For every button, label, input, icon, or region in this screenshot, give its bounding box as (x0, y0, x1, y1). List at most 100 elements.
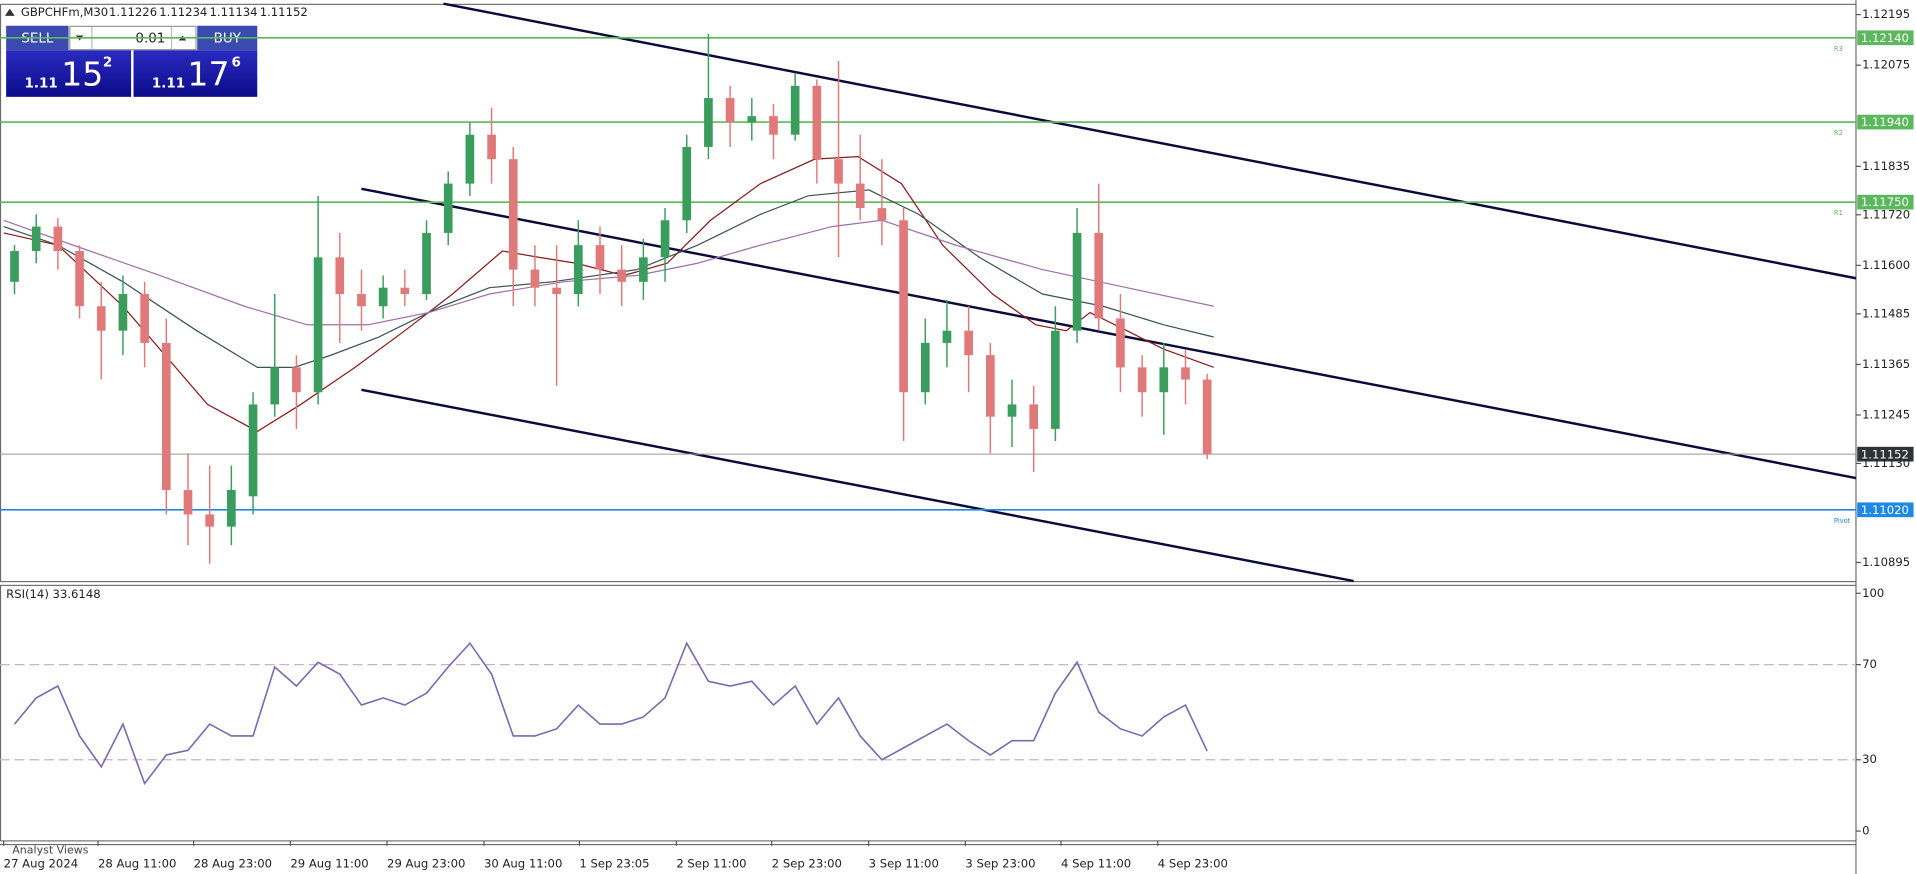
candle-body (1181, 367, 1190, 380)
trend-line (361, 388, 1354, 583)
y-tick-label: 1.11130 (1862, 456, 1910, 470)
collapse-icon[interactable] (4, 8, 15, 16)
x-tick-label: 3 Sep 23:00 (965, 857, 1035, 871)
last-price-label: 1.11152 (1861, 447, 1909, 461)
ask-box[interactable] (133, 50, 258, 97)
candle-body (769, 116, 778, 135)
candle-body (118, 294, 128, 331)
footer-tab[interactable]: Analyst Views (12, 844, 89, 857)
y-tick-label: 70 (1862, 657, 1877, 671)
symbol: GBPCHFm,M30 (21, 5, 108, 19)
level-tag (1857, 30, 1914, 46)
x-tick-label: 27 Aug 2024 (4, 857, 78, 871)
candle-body (1094, 232, 1104, 319)
candle-body (508, 159, 518, 270)
rsi-title: RSI(14) 33.6148 (6, 587, 100, 601)
trend-line (361, 187, 1857, 480)
last-price-tag (1857, 446, 1914, 462)
candle-body (205, 514, 215, 527)
level-label: 1.12140 (1861, 31, 1909, 45)
candle-body (1007, 404, 1017, 417)
candle-body (1116, 318, 1125, 368)
candle-body (552, 287, 561, 295)
y-tick-label: 1.11835 (1862, 159, 1910, 173)
y-tick-label: 1.11720 (1862, 207, 1910, 221)
y-tick-label: 1.12075 (1862, 58, 1910, 72)
x-tick-label: 4 Sep 11:00 (1061, 857, 1131, 871)
candle-body (834, 159, 843, 184)
ask-big: 1.11 (152, 75, 185, 91)
candle-body (812, 85, 822, 160)
candle-body (465, 134, 475, 184)
candle-body (1051, 330, 1060, 429)
candle-body (855, 183, 865, 209)
candle-body (942, 330, 952, 343)
x-tick-label: 30 Aug 11:00 (484, 857, 562, 871)
candle-body (96, 306, 106, 331)
candle-body (877, 208, 887, 221)
x-tick-label: 29 Aug 23:00 (387, 857, 465, 871)
candle-body (313, 257, 323, 393)
level-label: 1.11940 (1861, 115, 1909, 129)
candle-body (487, 134, 496, 160)
rsi-line (13, 641, 1208, 786)
candle-body (725, 98, 735, 123)
candle-body (292, 367, 301, 393)
candle-body (75, 251, 84, 307)
y-tick-label: 100 (1862, 586, 1884, 600)
candle-body (1137, 367, 1147, 393)
level-name: R3 (1834, 45, 1843, 53)
candle-body (335, 257, 345, 295)
candle-body (1029, 404, 1039, 429)
ohlc-low: 1.11134 (209, 5, 257, 19)
candle-body (747, 116, 757, 123)
candle-body (899, 220, 908, 393)
y-tick-label: 1.11600 (1862, 258, 1910, 272)
buy-label: BUY (214, 31, 242, 47)
candle-body (704, 98, 713, 147)
candle-body (183, 489, 193, 515)
candle-body (248, 404, 258, 497)
x-tick-label: 2 Sep 11:00 (676, 857, 746, 871)
y-tick-label: 1.10895 (1862, 555, 1910, 569)
bid-box[interactable] (6, 50, 132, 97)
ohlc-high: 1.11234 (159, 5, 207, 19)
candle-body (161, 342, 171, 490)
bid-big: 1.11 (25, 75, 58, 91)
trend-lines (361, 2, 1857, 583)
candle-body (140, 294, 149, 343)
candle-body (378, 287, 388, 307)
x-tick-label: 4 Sep 23:00 (1158, 857, 1228, 871)
candle-body (985, 355, 995, 417)
ask-small: 6 (232, 55, 241, 71)
candle-body (1159, 367, 1169, 393)
x-tick-label: 1 Sep 23:05 (579, 857, 649, 871)
level-label: 1.11020 (1861, 503, 1909, 517)
bid-small: 2 (103, 55, 112, 71)
candle-body (53, 226, 63, 252)
y-tick-label: 1.12195 (1862, 7, 1910, 21)
candle-body (660, 220, 670, 258)
x-tick-label: 2 Sep 23:00 (772, 857, 842, 871)
trend-line (443, 2, 1857, 280)
level-tag (1857, 502, 1914, 518)
candle-body (573, 245, 583, 295)
y-tick-label: 0 (1862, 824, 1869, 838)
x-tick-label: 28 Aug 11:00 (98, 857, 176, 871)
level-label: 1.11750 (1861, 195, 1909, 209)
level-tag (1857, 114, 1914, 130)
level-name: R2 (1834, 129, 1843, 137)
ask-main: 17 (187, 54, 229, 93)
y-tick-label: 1.11485 (1862, 306, 1910, 320)
candle-body (595, 245, 605, 270)
level-name: Pivot (1834, 517, 1851, 525)
candle-body (10, 251, 19, 282)
level-name: R1 (1834, 209, 1843, 217)
y-tick-label: 1.11245 (1862, 407, 1910, 421)
candle-body (964, 330, 973, 356)
volume[interactable]: 0.01 (135, 31, 165, 47)
candle-body (400, 287, 410, 295)
candle-body (443, 183, 453, 233)
